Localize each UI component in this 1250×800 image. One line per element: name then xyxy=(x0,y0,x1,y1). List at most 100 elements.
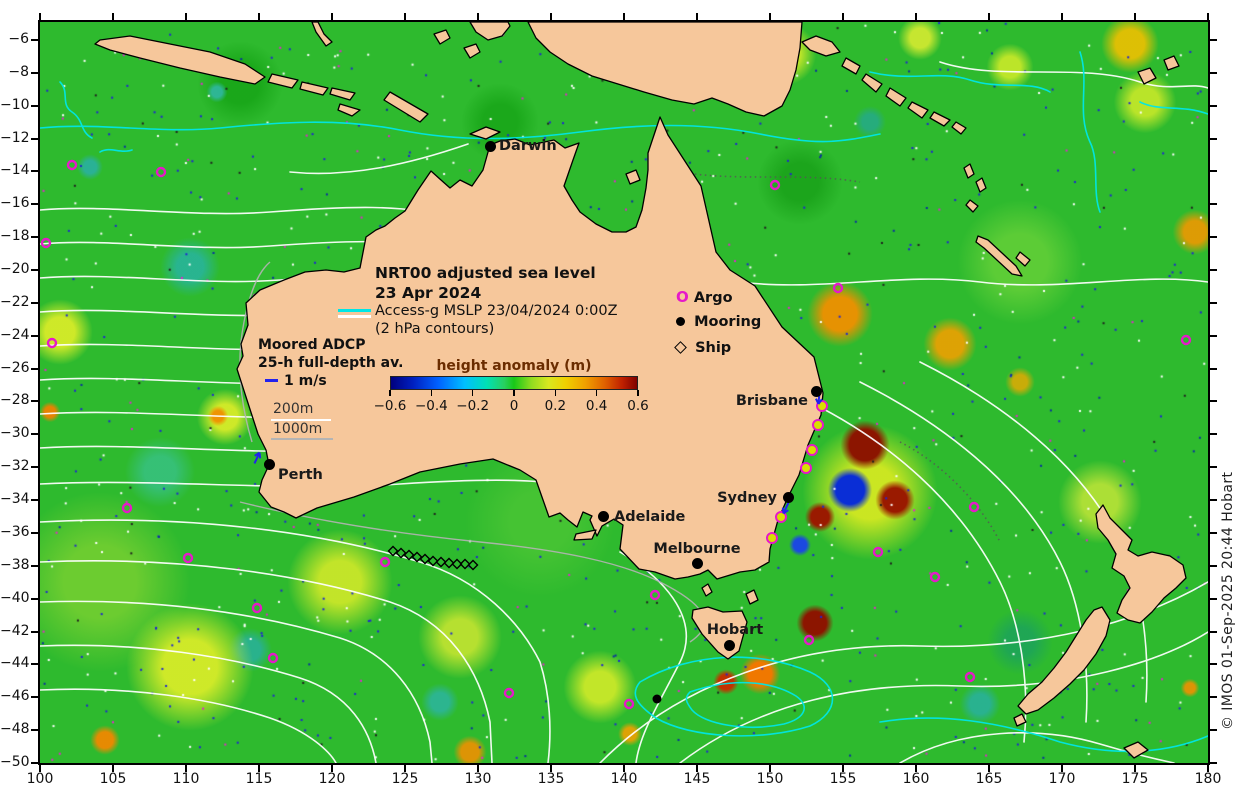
argo-float-marker xyxy=(155,166,167,178)
colorbar-tick xyxy=(637,390,639,396)
axis-tick xyxy=(31,269,40,272)
axis-tick xyxy=(39,763,41,772)
colorbar-title: height anomaly (m) xyxy=(436,358,592,374)
axis-tick xyxy=(31,104,40,107)
x-tick-label: 170 xyxy=(1048,771,1076,787)
axis-tick xyxy=(696,13,698,22)
ship-marker xyxy=(443,557,455,569)
land-island xyxy=(267,73,299,89)
axis-tick xyxy=(1061,763,1063,772)
legend-mooring: Mooring xyxy=(676,314,761,330)
copyright-text: © IMOS 01-Sep-2025 20:44 Hobart xyxy=(1220,471,1236,730)
axis-tick xyxy=(1208,39,1217,41)
landmasses xyxy=(94,22,1187,759)
y-tick-label: −16 xyxy=(0,195,30,212)
land-island xyxy=(1015,251,1031,267)
y-tick-label: −34 xyxy=(0,491,30,508)
map-title-line3: Access-g MSLP 23/04/2024 0:00Z xyxy=(375,303,618,319)
axis-tick xyxy=(1208,203,1217,206)
ship-marker xyxy=(403,549,415,561)
axis-tick xyxy=(1208,400,1217,403)
x-tick-label: 105 xyxy=(99,771,127,787)
argo-float-marker-coastal xyxy=(800,462,812,474)
axis-tick xyxy=(1208,236,1217,239)
ship-marker xyxy=(451,558,463,570)
axis-tick xyxy=(39,13,41,22)
y-tick-label: −14 xyxy=(0,162,30,179)
land-island xyxy=(885,87,907,107)
x-tick-label: 165 xyxy=(975,771,1003,787)
isobath-200m-label: 200m xyxy=(273,401,314,417)
land-island xyxy=(433,29,451,45)
land-island xyxy=(469,22,511,41)
argo-float-marker xyxy=(803,634,815,646)
ship-marker xyxy=(387,545,399,557)
axis-tick xyxy=(769,763,771,772)
land-island xyxy=(383,91,429,123)
argo-float-marker xyxy=(121,502,133,514)
land-island xyxy=(299,81,329,96)
x-tick-label: 100 xyxy=(26,771,54,787)
city-dot-hobart xyxy=(723,639,735,651)
land-new-guinea xyxy=(527,22,803,117)
argo-float-marker xyxy=(379,556,391,568)
axis-tick xyxy=(477,13,479,22)
axis-tick xyxy=(1208,367,1217,370)
land-island xyxy=(469,126,501,140)
colorbar-tick xyxy=(513,390,515,396)
x-tick-label: 160 xyxy=(902,771,930,787)
contours-cyan xyxy=(40,51,1208,753)
axis-tick xyxy=(31,170,40,173)
axis-tick xyxy=(988,763,990,772)
axis-tick xyxy=(1208,499,1217,502)
axis-tick xyxy=(1208,137,1217,140)
map-title-line1: NRT00 adjusted sea level xyxy=(375,264,596,282)
argo-float-marker xyxy=(40,237,52,249)
axis-tick xyxy=(31,137,40,140)
x-tick-label: 125 xyxy=(391,771,419,787)
y-tick-label: −38 xyxy=(0,556,30,573)
x-tick-label: 145 xyxy=(683,771,711,787)
axis-tick xyxy=(1134,13,1136,22)
y-tick-label: −30 xyxy=(0,425,30,442)
mslp-line-sample-white xyxy=(338,315,371,318)
colorbar xyxy=(390,376,638,390)
land-nz-south-island xyxy=(1017,606,1111,715)
adcp-legend-line2: 25-h full-depth av. xyxy=(258,355,404,371)
axis-tick xyxy=(1208,466,1217,469)
colorbar-tick xyxy=(471,390,474,396)
city-dot-melbourne xyxy=(691,557,703,569)
ship-marker xyxy=(459,558,471,570)
land-island xyxy=(861,73,883,93)
drifter-tracks xyxy=(679,171,1001,543)
argo-float-marker xyxy=(872,546,884,558)
axis-tick xyxy=(258,13,260,22)
land-island xyxy=(1163,55,1180,71)
x-tick-label: 175 xyxy=(1121,771,1149,787)
city-dot-brisbane xyxy=(810,385,822,397)
legend-argo: O Argo xyxy=(676,288,733,306)
y-tick-label: −36 xyxy=(0,523,30,540)
axis-tick xyxy=(258,763,260,772)
x-tick-label: 115 xyxy=(245,771,273,787)
axis-tick xyxy=(1208,630,1217,633)
axis-tick xyxy=(185,13,187,22)
land-island xyxy=(1013,713,1027,727)
axis-tick xyxy=(404,763,406,772)
axis-tick xyxy=(31,499,40,502)
argo-float-marker xyxy=(182,552,194,564)
land-island xyxy=(329,87,356,101)
map-title-line4: (2 hPa contours) xyxy=(375,321,495,337)
axis-tick xyxy=(1208,334,1217,337)
axis-tick xyxy=(185,763,187,772)
adcp-vector-icon xyxy=(265,379,278,382)
land-island xyxy=(463,43,481,59)
axis-tick xyxy=(1208,104,1217,107)
argo-float-marker xyxy=(929,571,941,583)
argo-float-marker-coastal xyxy=(766,532,778,544)
city-dot-darwin xyxy=(484,140,496,152)
axis-tick xyxy=(915,13,917,22)
argo-float-marker xyxy=(46,337,58,349)
colorbar-tick-label: −0.6 xyxy=(373,398,407,414)
argo-float-marker-coastal xyxy=(775,511,787,523)
